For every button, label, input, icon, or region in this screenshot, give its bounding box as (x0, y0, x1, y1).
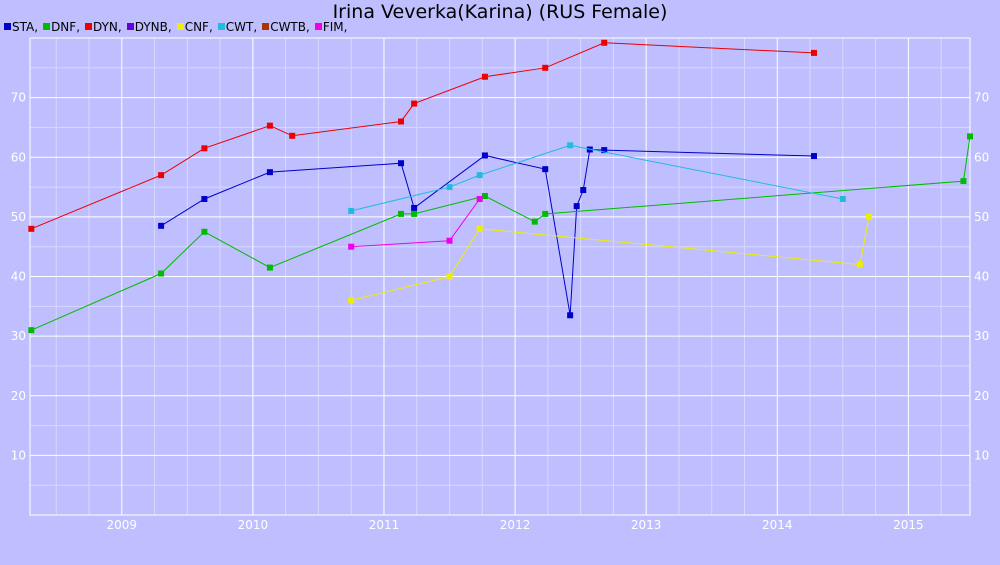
data-point-dyn (601, 39, 608, 46)
y-tick-label-left: 20 (11, 389, 26, 403)
data-point-dnf (411, 210, 418, 217)
data-point-sta (810, 153, 817, 160)
data-point-sta (158, 222, 165, 229)
data-point-dyn (266, 122, 273, 129)
data-point-dnf (960, 178, 967, 185)
plot-frame (29, 37, 971, 516)
legend: STA, DNF, DYN, DYNB, CNF, CWT, CWTB, FIM, (4, 20, 352, 34)
data-point-dnf (266, 264, 273, 271)
data-point-fim (348, 243, 355, 250)
y-tick-label-left: 70 (11, 91, 26, 105)
legend-label: CWTB (270, 20, 306, 34)
legend-swatch (4, 23, 11, 30)
legend-item-dnf: DNF, (43, 20, 80, 34)
data-point-dyn (542, 64, 549, 71)
series-line-dnf (31, 136, 971, 331)
y-tick-label-right: 50 (974, 210, 989, 224)
x-tick-label: 2014 (762, 518, 793, 532)
legend-swatch (217, 23, 225, 30)
legend-item-cwt: CWT, (217, 20, 257, 34)
data-point-dnf (531, 218, 538, 225)
data-point-fim (476, 195, 483, 202)
data-point-cwt (839, 195, 846, 202)
y-tick-label-right: 60 (974, 150, 989, 164)
x-tick-label: 2013 (631, 518, 662, 532)
data-point-sta (411, 204, 418, 211)
legend-swatch (43, 23, 51, 30)
data-point-sta (567, 312, 574, 319)
data-point-dyn (810, 49, 817, 56)
x-tick-label: 2010 (238, 518, 269, 532)
data-point-dnf (398, 210, 405, 217)
data-point-cnf (446, 273, 453, 280)
legend-label: FIM (322, 20, 344, 34)
legend-label: DYNB (134, 20, 168, 34)
data-point-cnf (476, 225, 483, 232)
data-point-fim (446, 237, 453, 244)
data-point-sta (601, 147, 608, 154)
legend-swatch (262, 23, 270, 30)
legend-swatch (314, 23, 322, 30)
legend-item-sta: STA, (4, 20, 38, 34)
x-tick-label: 2015 (893, 518, 924, 532)
data-point-dyn (158, 172, 165, 179)
legend-label: CNF (184, 20, 209, 34)
y-tick-label-left: 50 (11, 210, 26, 224)
data-point-dyn (201, 145, 208, 152)
series-line-cnf (351, 216, 870, 301)
data-point-sta (398, 160, 405, 167)
legend-item-dyn: DYN, (85, 20, 122, 34)
data-point-sta (481, 152, 488, 159)
data-point-sta (573, 203, 580, 210)
chart-title: Irina Veverka(Karina) (RUS Female) (332, 1, 668, 23)
data-point-sta (201, 195, 208, 202)
legend-swatch (176, 23, 184, 30)
data-point-dyn (411, 100, 418, 107)
data-point-dnf (28, 327, 35, 334)
data-point-cwt (446, 184, 453, 191)
y-tick-label-right: 30 (974, 329, 989, 343)
data-point-dnf (201, 228, 208, 235)
data-point-cwt (476, 172, 483, 179)
data-point-sta (266, 169, 273, 176)
legend-item-cwtb: CWTB, (262, 20, 310, 34)
data-point-dyn (28, 225, 35, 232)
legend-item-cnf: CNF, (176, 20, 213, 34)
legend-label: STA (12, 20, 35, 34)
legend-swatch (126, 23, 134, 30)
y-tick-label-right: 20 (974, 389, 989, 403)
data-point-dyn (481, 73, 488, 80)
legend-item-dynb: DYNB, (126, 20, 172, 34)
data-point-dyn (398, 118, 405, 125)
legend-label: CWT (225, 20, 254, 34)
data-point-cwt (348, 207, 355, 214)
y-tick-label-left: 60 (11, 150, 26, 164)
legend-label: DYN (93, 20, 118, 34)
data-point-cnf (866, 213, 873, 220)
x-tick-label: 2011 (369, 518, 400, 532)
data-point-dnf (481, 193, 488, 200)
y-tick-label-right: 70 (974, 91, 989, 105)
legend-item-fim: FIM, (314, 20, 347, 34)
y-tick-label-right: 40 (974, 270, 989, 284)
y-tick-label-left: 30 (11, 329, 26, 343)
data-point-sta (542, 166, 549, 173)
data-point-cnf (348, 297, 355, 304)
data-point-dnf (158, 270, 165, 277)
data-point-dnf (542, 210, 549, 217)
legend-label: DNF (51, 20, 77, 34)
data-point-dyn (289, 132, 296, 139)
data-point-sta (580, 187, 587, 194)
data-point-cwt (567, 142, 574, 149)
data-point-cnf (856, 261, 863, 268)
y-tick-label-left: 10 (11, 448, 26, 462)
data-point-dnf (967, 133, 973, 140)
y-tick-label-right: 10 (974, 448, 989, 462)
x-tick-label: 2012 (500, 518, 531, 532)
y-tick-label-left: 40 (11, 270, 26, 284)
series-line-dyn (31, 42, 815, 230)
x-tick-label: 2009 (106, 518, 137, 532)
legend-swatch (85, 23, 93, 30)
